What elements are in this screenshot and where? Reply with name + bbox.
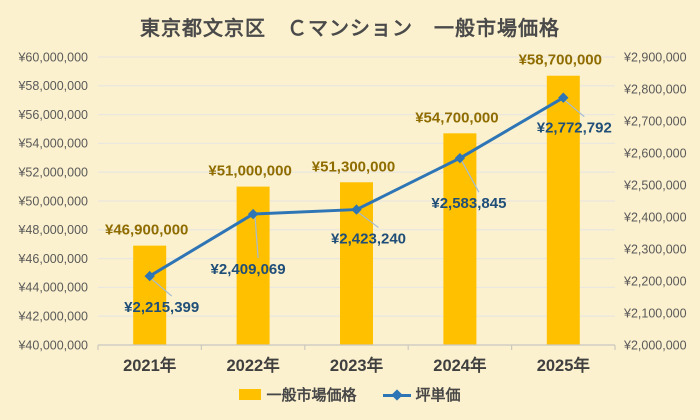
legend-line-label: 坪単価 xyxy=(415,387,461,404)
chart-title: 東京都文京区 Ｃマンション 一般市場価格 xyxy=(140,18,560,40)
x-axis-label: 2022年 xyxy=(226,355,280,375)
bar-value-label: ¥46,900,000 xyxy=(105,222,188,239)
line-value-label: ¥2,423,240 xyxy=(331,231,406,248)
line-marker-diamond-icon xyxy=(144,270,155,282)
bar-value-label: ¥54,700,000 xyxy=(415,109,498,126)
line-marker-diamond-icon xyxy=(247,208,259,220)
line-value-label: ¥2,215,399 xyxy=(124,299,199,316)
y-axis-left-tick-label: ¥56,000,000 xyxy=(17,108,88,122)
bar xyxy=(546,75,580,345)
line-value-label: ¥2,772,792 xyxy=(537,120,612,137)
legend-line-swatch-icon xyxy=(382,388,411,401)
y-axis-left-tick-label: ¥46,000,000 xyxy=(17,252,88,266)
y-axis-left-tick-label: ¥58,000,000 xyxy=(17,79,88,93)
x-axis-label: 2024年 xyxy=(433,355,487,375)
legend-item-unit-price: 坪単価 xyxy=(382,384,461,405)
legend: 一般市場価格 坪単価 xyxy=(0,384,700,405)
line-marker-diamond-icon xyxy=(454,152,466,164)
y-axis-left-tick-label: ¥48,000,000 xyxy=(17,223,88,237)
y-axis-left-tick-label: ¥54,000,000 xyxy=(17,137,88,151)
y-axis-left-tick-label: ¥60,000,000 xyxy=(17,50,88,64)
legend-item-market-price: 一般市場価格 xyxy=(239,384,357,405)
legend-bar-swatch-icon xyxy=(239,389,262,400)
y-axis-right-tick-label: ¥2,400,000 xyxy=(623,210,687,224)
line-value-label: ¥2,583,845 xyxy=(431,195,506,212)
y-axis-right-tick-label: ¥2,100,000 xyxy=(623,306,687,320)
label-leader-line xyxy=(254,217,259,259)
legend-diamond-marker-icon xyxy=(390,388,403,401)
y-axis-right-tick-label: ¥2,000,000 xyxy=(623,338,687,352)
x-axis-label: 2021年 xyxy=(123,355,177,375)
label-leader-line xyxy=(358,212,379,229)
line-marker-diamond-icon xyxy=(558,92,569,103)
y-axis-left-tick-label: ¥42,000,000 xyxy=(17,310,88,324)
bar-value-label: ¥51,000,000 xyxy=(208,163,291,180)
label-leader-line xyxy=(151,278,173,297)
y-axis-left-tick-label: ¥44,000,000 xyxy=(17,281,88,295)
y-axis-left-tick-label: ¥40,000,000 xyxy=(17,338,88,352)
y-axis-right-tick-label: ¥2,900,000 xyxy=(623,50,687,64)
y-axis-left-tick-label: ¥50,000,000 xyxy=(17,194,88,208)
bar xyxy=(443,133,477,345)
line-value-label: ¥2,409,069 xyxy=(211,261,286,278)
y-axis-right-tick-label: ¥2,700,000 xyxy=(623,114,687,128)
y-axis-right-tick-label: ¥2,200,000 xyxy=(623,274,687,288)
bar xyxy=(133,245,167,345)
bar-value-label: ¥58,700,000 xyxy=(519,52,602,69)
legend-bar-label: 一般市場価格 xyxy=(266,387,357,404)
y-axis-right-tick-label: ¥2,600,000 xyxy=(623,146,687,160)
label-leader-line xyxy=(564,100,585,118)
y-axis-right-tick-label: ¥2,300,000 xyxy=(623,242,687,256)
x-axis-label: 2025年 xyxy=(537,355,591,375)
label-leader-line xyxy=(461,160,480,193)
y-axis-right-tick-label: ¥2,800,000 xyxy=(623,82,687,96)
x-axis-label: 2023年 xyxy=(330,355,384,375)
y-axis-left-tick-label: ¥52,000,000 xyxy=(17,166,88,180)
line-marker-diamond-icon xyxy=(351,204,362,215)
bar-value-label: ¥51,300,000 xyxy=(312,158,395,175)
y-axis-right-tick-label: ¥2,500,000 xyxy=(623,178,687,192)
